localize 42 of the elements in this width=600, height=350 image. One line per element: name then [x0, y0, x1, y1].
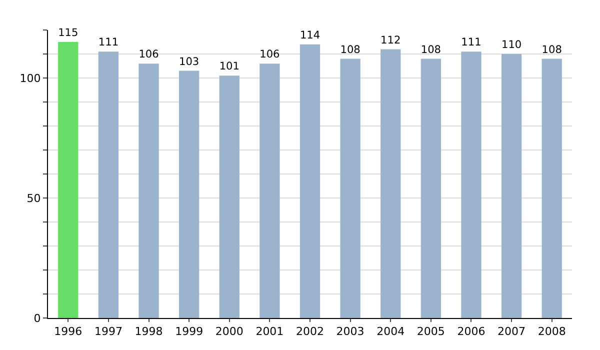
bar [420, 58, 441, 318]
data-label: 111 [461, 36, 482, 49]
data-label: 108 [542, 44, 562, 56]
data-label: 108 [420, 44, 441, 56]
data-label: 103 [179, 56, 200, 68]
bar [380, 49, 401, 318]
bar [340, 58, 360, 318]
data-label: 101 [219, 60, 240, 73]
x-tick-label: 2000 [215, 325, 244, 338]
bar [138, 64, 159, 318]
x-tick-label: 1999 [175, 325, 204, 338]
x-tick-label: 2004 [376, 325, 405, 338]
bar [300, 44, 320, 318]
bar [219, 76, 240, 318]
x-tick-label: 2006 [457, 325, 486, 338]
y-tick-label: 100 [20, 72, 41, 85]
bar [542, 58, 562, 318]
x-tick-label: 1996 [54, 325, 82, 338]
x-tick-label: 1997 [94, 325, 122, 338]
data-label: 114 [300, 30, 320, 42]
x-tick-label: 2007 [498, 325, 526, 338]
data-label: 115 [58, 27, 78, 40]
data-label: 106 [138, 48, 160, 61]
bar [501, 54, 522, 318]
x-tick-label: 2001 [256, 325, 284, 338]
data-label: 111 [98, 36, 119, 49]
data-label: 106 [260, 48, 280, 61]
x-tick-label: 2002 [296, 325, 324, 338]
x-tick-label: 2003 [336, 325, 364, 338]
x-tick-label: 2005 [416, 325, 445, 338]
x-tick-label: 2008 [538, 325, 566, 338]
bar [260, 64, 280, 318]
x-tick-label: 1998 [134, 325, 163, 338]
y-tick-label: 0 [34, 312, 41, 325]
y-tick-label: 50 [26, 192, 41, 205]
bar [461, 52, 482, 318]
data-label: 110 [501, 39, 522, 52]
bar [98, 52, 119, 318]
data-label: 108 [340, 44, 360, 56]
data-label: 112 [380, 34, 401, 46]
bar [58, 42, 78, 318]
bar [179, 70, 200, 318]
